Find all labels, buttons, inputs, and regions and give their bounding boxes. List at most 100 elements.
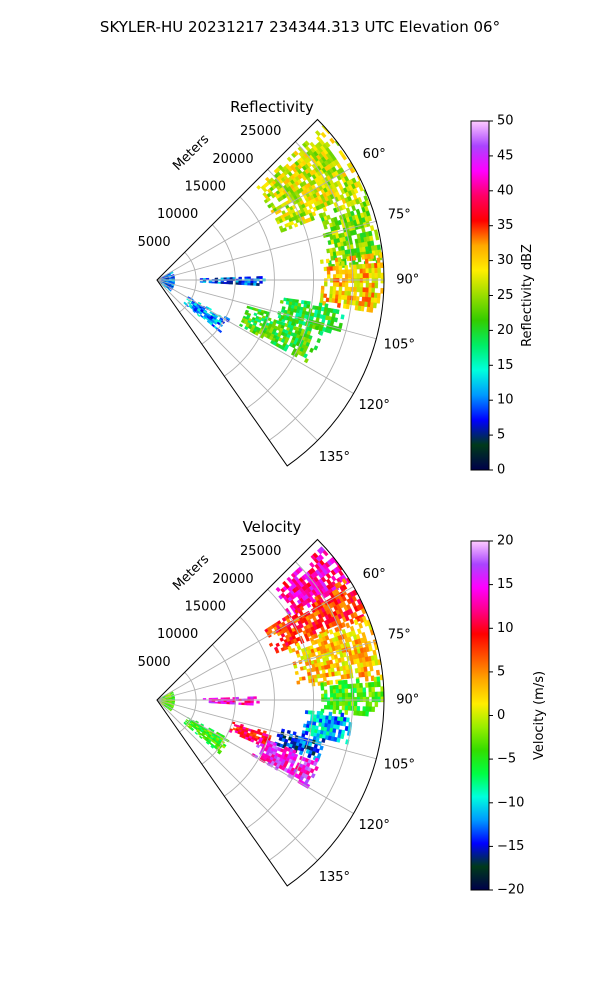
echo-gate (293, 732, 297, 736)
colorbar-tick-label: 0 (497, 708, 505, 723)
echo-gate (353, 292, 356, 297)
echo-gate (332, 313, 336, 318)
echo-gate (372, 273, 375, 278)
echo-gate (330, 686, 333, 690)
echo-gate (366, 278, 369, 283)
echo-gate (334, 318, 338, 323)
echo-gate (221, 278, 224, 280)
echo-gate (333, 693, 336, 697)
echo-gate (342, 689, 345, 693)
angle-tick-label: 60° (363, 567, 386, 582)
figure-title: SKYLER-HU 20231217 234344.313 UTC Elevat… (100, 18, 500, 36)
echo-gate (336, 685, 339, 689)
echo-gate (357, 697, 360, 702)
echo-gate (339, 274, 342, 278)
echo-gate (230, 282, 233, 284)
echo-gate (276, 643, 280, 647)
echo-gate (324, 225, 328, 230)
echo-gate (324, 267, 327, 271)
echo-gate (260, 276, 263, 278)
echo-gate (356, 296, 359, 301)
echo-gate (357, 278, 360, 283)
echo-gate (298, 324, 302, 328)
echo-gate (345, 274, 348, 278)
echo-gate (378, 697, 381, 702)
echo-gate (239, 281, 242, 283)
echo-gate (363, 288, 366, 293)
echo-gate (336, 725, 340, 730)
echo-gate (333, 689, 336, 693)
reflectivity-panel: Reflectivity Meters 50001000015000200002… (138, 98, 535, 478)
echo-gate (375, 278, 378, 283)
echo-gate (332, 733, 336, 738)
echo-gate (245, 277, 248, 279)
echo-gate (314, 715, 317, 719)
echo-gate (372, 278, 375, 283)
echo-gate (357, 688, 360, 693)
echo-gate (362, 264, 365, 269)
radial-tick-label: 10000 (157, 627, 198, 642)
radial-tick-label: 10000 (157, 207, 198, 222)
echo-gate (230, 277, 233, 279)
echo-gate (345, 710, 348, 715)
echo-gate (369, 268, 372, 273)
colorbar-tick-label: 0 (497, 463, 505, 478)
velocity-colorbar-fill (471, 541, 489, 890)
echo-gate (359, 711, 362, 716)
echo-gate (348, 693, 351, 697)
echo-gate (370, 666, 374, 671)
echo-gate (327, 267, 330, 271)
echo-gate (366, 707, 369, 712)
echo-gate (368, 264, 371, 269)
echo-gate (329, 712, 332, 716)
angle-tick-label: 120° (359, 818, 390, 833)
echo-gate (329, 660, 333, 665)
echo-gate (369, 702, 372, 707)
echo-gate (254, 281, 257, 283)
echo-gate (323, 677, 326, 681)
echo-gate (309, 348, 313, 353)
echo-gate (375, 283, 378, 288)
echo-gate (321, 132, 327, 138)
angle-tick-label: 105° (384, 337, 415, 352)
echo-gate (295, 671, 299, 675)
echo-gate (338, 257, 341, 262)
echo-gate (360, 697, 363, 702)
echo-gate (362, 711, 365, 716)
echo-gate (345, 702, 348, 706)
echo-gate (354, 697, 357, 702)
echo-gate (316, 671, 320, 675)
echo-gate (371, 263, 374, 268)
echo-gate (336, 309, 340, 314)
echo-gate (327, 271, 330, 275)
echo-gate (339, 283, 342, 287)
angle-tick-label: 105° (384, 757, 415, 772)
echo-gate (343, 722, 347, 727)
echo-gate (341, 657, 345, 662)
echo-gate (333, 278, 336, 282)
range-ring (202, 225, 235, 344)
echo-gate (333, 706, 336, 710)
echo-gate (330, 267, 333, 271)
echo-gate (320, 260, 323, 264)
echo-gate (287, 157, 292, 162)
echo-gate (369, 687, 372, 692)
echo-gate (336, 270, 339, 274)
echo-gate (381, 697, 384, 702)
echo-gate (227, 702, 230, 704)
echo-gate (206, 278, 209, 279)
echo-gate (338, 299, 342, 304)
echo-gate (200, 281, 203, 282)
echo-gate (374, 682, 377, 687)
echo-gate (307, 754, 311, 759)
echo-gate (305, 731, 309, 735)
echo-gate (381, 278, 384, 283)
echo-gate (248, 277, 251, 279)
echo-gate (369, 236, 373, 241)
echo-gate (348, 278, 351, 282)
colorbar-tick-label: 40 (497, 183, 514, 198)
echo-gate (330, 680, 333, 684)
echo-gate (242, 283, 245, 285)
echo-gate (327, 275, 330, 279)
